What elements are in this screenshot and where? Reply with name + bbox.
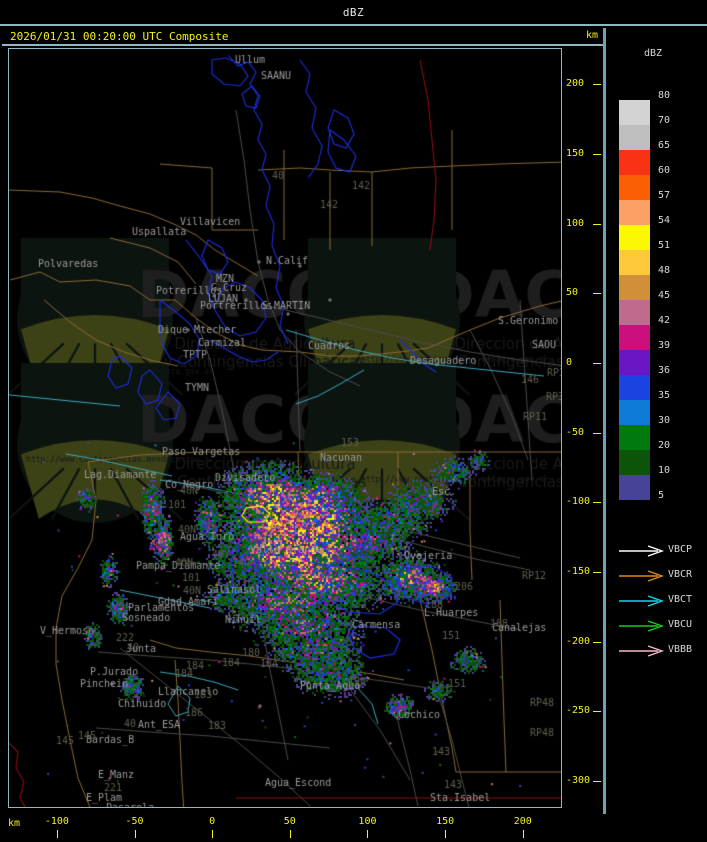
color-scale-value: 45 bbox=[658, 290, 671, 301]
map-panel: 2026/01/31 00:20:00 UTC Composite km bbox=[2, 28, 606, 814]
color-swatch bbox=[619, 400, 650, 425]
color-swatch bbox=[619, 425, 650, 450]
arrow-icon bbox=[619, 645, 665, 657]
color-swatch bbox=[619, 100, 650, 125]
color-swatch bbox=[619, 225, 650, 250]
color-scale-value: 36 bbox=[658, 365, 671, 376]
y-axis-tick-mark bbox=[593, 84, 601, 86]
y-axis-tick-mark bbox=[593, 223, 601, 225]
x-axis-tick-label: 200 bbox=[513, 816, 532, 827]
arrow-icon bbox=[619, 595, 665, 607]
vector-legend-label: VBBB bbox=[668, 644, 693, 655]
vector-legend-label: VBCR bbox=[668, 569, 693, 580]
x-axis-tick-label: 100 bbox=[358, 816, 377, 827]
y-axis-tick-mark bbox=[593, 711, 601, 713]
color-swatch bbox=[619, 350, 650, 375]
x-axis-tick-label: 0 bbox=[209, 816, 216, 827]
x-axis-tick-mark bbox=[212, 830, 214, 838]
y-axis-tick-label: -150 bbox=[566, 565, 591, 577]
vector-legend-label: VBCU bbox=[668, 619, 693, 630]
y-axis-unit-label: km bbox=[585, 30, 598, 41]
color-swatch bbox=[619, 275, 650, 300]
y-axis-tick-mark bbox=[593, 502, 601, 504]
color-swatch bbox=[619, 125, 650, 150]
window-title-bar: dBZ bbox=[0, 0, 707, 26]
timestamp-label: 2026/01/31 00:20:00 UTC Composite bbox=[10, 30, 229, 43]
color-swatch bbox=[619, 175, 650, 200]
color-scale-value: 54 bbox=[658, 215, 671, 226]
color-scale-value: 39 bbox=[658, 340, 671, 351]
color-swatch bbox=[619, 300, 650, 325]
legend-unit-title: dBZ bbox=[644, 48, 663, 59]
color-scale-value: 20 bbox=[658, 440, 671, 451]
radar-reflectivity-canvas bbox=[9, 49, 561, 807]
color-swatch bbox=[619, 325, 650, 350]
y-axis-tick-label: 150 bbox=[566, 147, 585, 159]
x-axis-tick-mark bbox=[289, 830, 291, 838]
x-axis-tick-mark bbox=[522, 830, 524, 838]
y-axis-tick-label: 0 bbox=[566, 356, 573, 368]
color-scale-value: 5 bbox=[658, 490, 665, 501]
y-axis-tick-label: -200 bbox=[566, 635, 591, 647]
x-axis-tick-mark bbox=[367, 830, 369, 838]
x-axis-tick-label: -50 bbox=[125, 816, 144, 827]
color-scale-value: 30 bbox=[658, 415, 671, 426]
color-scale-value: 80 bbox=[658, 90, 671, 101]
color-scale-value: 60 bbox=[658, 165, 671, 176]
color-swatch bbox=[619, 375, 650, 400]
y-axis-tick-label: -50 bbox=[566, 426, 585, 438]
color-swatch bbox=[619, 450, 650, 475]
y-axis-tick-mark bbox=[593, 432, 601, 434]
y-axis-tick-label: -100 bbox=[566, 496, 591, 508]
x-axis-tick-mark bbox=[445, 830, 447, 838]
map-header-strip: 2026/01/31 00:20:00 UTC Composite km bbox=[2, 28, 606, 46]
x-axis-tick-label: 150 bbox=[436, 816, 455, 827]
y-axis-tick-label: 100 bbox=[566, 217, 585, 229]
arrow-icon bbox=[619, 570, 665, 582]
arrow-icon bbox=[619, 620, 665, 632]
color-swatch bbox=[619, 150, 650, 175]
x-axis-tick-mark bbox=[134, 830, 136, 838]
y-axis-tick-mark bbox=[593, 293, 601, 295]
y-axis-tick-label: 50 bbox=[566, 287, 579, 299]
color-scale-swatches bbox=[619, 100, 650, 500]
color-scale-value: 70 bbox=[658, 115, 671, 126]
x-axis-tick-label: 50 bbox=[283, 816, 296, 827]
window-title: dBZ bbox=[342, 5, 365, 19]
x-axis-tick-mark bbox=[56, 830, 58, 838]
radar-plot-area[interactable] bbox=[8, 48, 562, 808]
y-axis-tick-label: -300 bbox=[566, 774, 591, 786]
y-axis-tick-label: -250 bbox=[566, 705, 591, 717]
x-axis-tick-label: -100 bbox=[44, 816, 69, 827]
y-axis-tick-mark bbox=[593, 362, 601, 364]
y-axis-tick-label: 200 bbox=[566, 78, 585, 90]
color-scale-value: 35 bbox=[658, 390, 671, 401]
color-scale-value: 42 bbox=[658, 315, 671, 326]
vector-legend-label: VBCT bbox=[668, 594, 693, 605]
y-axis-tick-mark bbox=[593, 571, 601, 573]
arrow-icon bbox=[619, 545, 665, 557]
color-scale-value: 65 bbox=[658, 140, 671, 151]
color-swatch bbox=[619, 200, 650, 225]
y-axis-tick-mark bbox=[593, 153, 601, 155]
panel-right-rule bbox=[603, 28, 606, 814]
legend-panel: dBZ 80 70 65 60 57 54 51 48 45 42 39 36 35 30 20 10 5 VB… bbox=[612, 28, 707, 814]
y-axis-tick-mark bbox=[593, 780, 601, 782]
y-axis-tick-mark bbox=[593, 641, 601, 643]
x-axis: -100 -50 0 50 100 150 200 bbox=[2, 814, 606, 842]
radar-canvas-wrapper bbox=[9, 49, 561, 807]
color-scale-value: 57 bbox=[658, 190, 671, 201]
color-scale-value: 10 bbox=[658, 465, 671, 476]
color-swatch bbox=[619, 250, 650, 275]
vector-legend-label: VBCP bbox=[668, 544, 693, 555]
color-scale-value: 51 bbox=[658, 240, 671, 251]
x-axis-unit-label: km bbox=[8, 818, 21, 829]
color-scale-value: 48 bbox=[658, 265, 671, 276]
color-swatch bbox=[619, 475, 650, 500]
